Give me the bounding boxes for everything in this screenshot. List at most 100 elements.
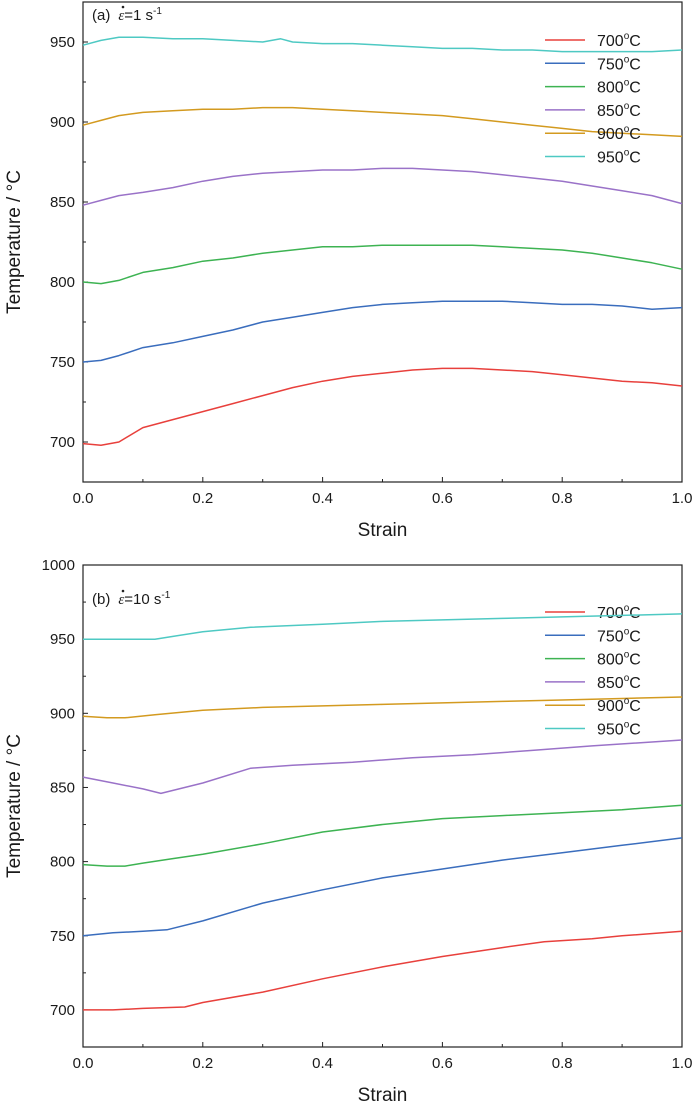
- legend-value: 700: [597, 33, 624, 50]
- legend-unit: C: [629, 150, 641, 167]
- y-tick-label: 750: [50, 928, 75, 945]
- series-line-700: [82, 367, 683, 446]
- x-tick-label: 1.0: [672, 1055, 693, 1072]
- y-tick-label: 750: [50, 354, 75, 371]
- x-axis-label: Strain: [358, 1085, 408, 1106]
- legend-degree: o: [624, 78, 630, 89]
- series-line-850: [82, 739, 683, 795]
- series-line-750: [82, 837, 683, 937]
- x-tick-label: 0.8: [552, 1055, 573, 1072]
- legend-unit: C: [629, 126, 641, 143]
- strain-rate-value: =1 s: [124, 7, 153, 24]
- legend-degree: o: [624, 673, 630, 684]
- legend-value: 950: [597, 150, 624, 167]
- y-axis-label: Temperature / °C: [4, 734, 25, 878]
- legend-value: 800: [597, 652, 624, 669]
- legend-value: 850: [597, 675, 624, 692]
- x-tick-label: 0.0: [73, 490, 94, 507]
- x-tick-label: 1.0: [672, 490, 693, 507]
- legend-unit: C: [629, 675, 641, 692]
- x-axis-label: Strain: [358, 520, 408, 541]
- strain-rate-symbol: ε: [118, 8, 124, 24]
- y-tick-label: 800: [50, 854, 75, 871]
- legend-label-950: 950oC: [597, 148, 641, 167]
- series-line-850: [82, 167, 683, 206]
- x-tick-label: 0.2: [192, 1055, 213, 1072]
- legend-unit: C: [629, 80, 641, 97]
- series-line-900: [82, 106, 683, 138]
- y-tick-label: 850: [50, 194, 75, 211]
- legend-value: 800: [597, 80, 624, 97]
- chart-panel-a: 0.0 0.2 0.4 0.6 0.8 1.0 700 750 800 850 900 950 Stra…: [4, 1, 693, 541]
- y-tick-label: 900: [50, 114, 75, 131]
- legend-value: 700: [597, 605, 624, 622]
- legend-degree: o: [624, 31, 630, 42]
- legend-label-700: 700oC: [597, 603, 641, 622]
- legend-unit: C: [629, 722, 641, 739]
- y-tick-label: 900: [50, 705, 75, 722]
- legend-degree: o: [624, 650, 630, 661]
- series-line-950: [82, 36, 683, 53]
- panel-id: (a): [92, 7, 110, 24]
- y-tick-label: 850: [50, 779, 75, 796]
- panel-label: (b) ε=10 s-1: [92, 590, 171, 608]
- legend-label-800: 800oC: [597, 78, 641, 97]
- plot-frame: [82, 1, 683, 483]
- legend-value: 900: [597, 126, 624, 143]
- strain-rate-value: =10 s: [124, 591, 161, 608]
- legend-degree: o: [624, 626, 630, 637]
- legend-degree: o: [624, 124, 630, 135]
- series-line-700: [83, 930, 683, 1011]
- legend-value: 950: [597, 722, 624, 739]
- legend-unit: C: [629, 103, 641, 120]
- legend-unit: C: [629, 605, 641, 622]
- legend-label-900: 900oC: [597, 696, 641, 715]
- y-tick-label: 950: [50, 631, 75, 648]
- chart-panel-b: 0.0 0.2 0.4 0.6 0.8 1.0 700 750 800 850 900 950 1000…: [4, 557, 692, 1106]
- x-tick-label: 0.8: [552, 490, 573, 507]
- x-tick-label: 0.6: [432, 490, 453, 507]
- y-tick-label: 800: [50, 274, 75, 291]
- legend-value: 750: [597, 56, 624, 73]
- x-tick-label: 0.4: [312, 1055, 333, 1072]
- legend-unit: C: [629, 33, 641, 50]
- x-tick-label: 0.0: [73, 1055, 94, 1072]
- legend-degree: o: [624, 696, 630, 707]
- legend-degree: o: [624, 101, 630, 112]
- y-tick-label: 950: [50, 34, 75, 51]
- legend-unit: C: [629, 628, 641, 645]
- series-line-950: [83, 613, 683, 640]
- x-tick-label: 0.6: [432, 1055, 453, 1072]
- legend-label-900: 900oC: [597, 124, 641, 143]
- legend-value: 900: [597, 698, 624, 715]
- legend-value: 850: [597, 103, 624, 120]
- y-tick-label: 700: [50, 434, 75, 451]
- series-line-750: [82, 300, 683, 363]
- legend-degree: o: [624, 720, 630, 731]
- series-line-900: [82, 696, 683, 719]
- epsilon-dot: [121, 589, 125, 593]
- plot-frame: [82, 564, 683, 1048]
- legend-label-750: 750oC: [597, 54, 641, 73]
- legend-label-750: 750oC: [597, 626, 641, 645]
- x-tick-label: 0.4: [312, 490, 333, 507]
- legend-label-800: 800oC: [597, 650, 641, 669]
- epsilon-dot: [121, 5, 125, 9]
- x-tick-label: 0.2: [192, 490, 213, 507]
- legend-unit: C: [629, 56, 641, 73]
- legend-unit: C: [629, 698, 641, 715]
- legend-label-850: 850oC: [597, 101, 641, 120]
- legend-label-700: 700oC: [597, 31, 641, 50]
- strain-rate-exp: -1: [153, 6, 162, 17]
- legend-value: 750: [597, 628, 624, 645]
- series-line-800: [82, 804, 683, 867]
- legend-label-850: 850oC: [597, 673, 641, 692]
- legend-unit: C: [629, 652, 641, 669]
- y-tick-label: 700: [50, 1002, 75, 1019]
- legend-degree: o: [624, 54, 630, 65]
- y-tick-label: 1000: [42, 557, 75, 574]
- strain-rate-exp: -1: [161, 590, 170, 601]
- series-line-800: [82, 244, 683, 285]
- legend-degree: o: [624, 148, 630, 159]
